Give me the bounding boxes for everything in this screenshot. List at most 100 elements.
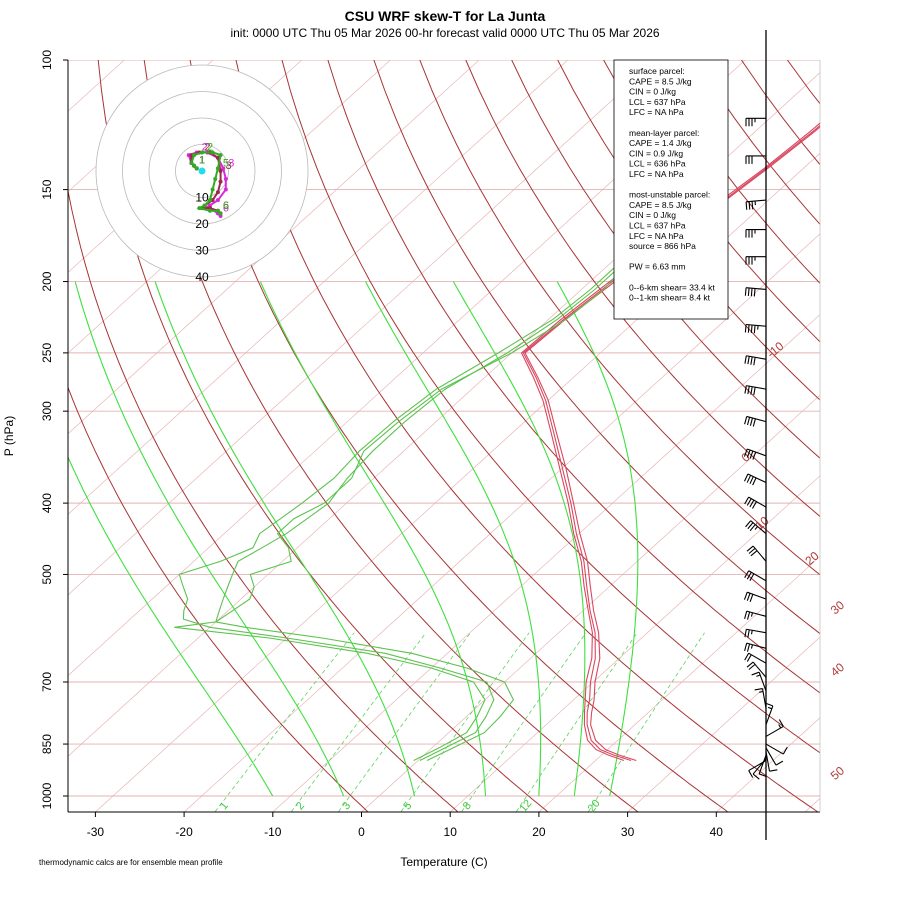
y-tick-label: 200 <box>40 271 54 291</box>
chart-title: CSU WRF skew-T for La Junta <box>345 8 546 24</box>
hodograph-point <box>215 190 220 195</box>
hodograph-point <box>210 187 215 192</box>
wind-barb-flag <box>758 773 767 778</box>
y-tick-label: 100 <box>40 50 54 70</box>
wind-barb-flag <box>747 356 750 365</box>
wind-barb-flag <box>746 571 752 580</box>
info-box-line: LCL = 636 hPa <box>629 159 686 169</box>
wind-barb-half-flag <box>756 674 761 677</box>
hodograph-ring-label: 20 <box>195 217 209 231</box>
wind-barb-half-flag <box>750 644 754 649</box>
wind-barb-flag <box>752 773 760 780</box>
dry-adiabat <box>373 60 820 635</box>
chart-subtitle: init: 0000 UTC Thu 05 Mar 2026 00-hr for… <box>230 26 659 40</box>
dry-adiabat <box>740 60 820 166</box>
wind-barb-flag <box>744 496 750 505</box>
hodograph-height-label: 2 <box>204 141 210 153</box>
wind-barb-flag <box>778 719 784 727</box>
wind-barb-flag <box>749 450 754 459</box>
hodograph-point <box>215 208 220 213</box>
isotherm-line <box>272 314 820 812</box>
y-tick-label: 250 <box>40 343 54 363</box>
dry-adiabat <box>235 60 818 812</box>
wind-barb-flag <box>746 611 751 620</box>
hodograph-height-label: 6 <box>223 202 229 214</box>
x-tick-label: 0 <box>358 825 365 839</box>
wind-barb <box>743 448 767 460</box>
x-tick-label: -10 <box>264 825 282 839</box>
storm-motion-marker <box>198 167 206 175</box>
info-box-line: source = 866 hPa <box>629 241 696 251</box>
wind-barb-flag <box>745 201 748 210</box>
wind-barb <box>744 385 767 396</box>
wind-barb-shaft <box>746 355 767 360</box>
wind-barb-flag <box>749 476 754 485</box>
mixing-ratio-line <box>400 632 530 812</box>
isotherm-line <box>538 555 820 812</box>
wind-barb-half-flag <box>759 690 764 693</box>
wind-barb <box>744 642 767 652</box>
wind-barb <box>744 496 767 509</box>
wind-barb-flag <box>750 386 753 395</box>
wind-barb <box>744 628 767 638</box>
isotherm-label: 50 <box>828 763 847 783</box>
dry-adiabat <box>419 60 820 576</box>
wind-barb-flag <box>769 769 778 772</box>
wind-barb-flag <box>743 448 748 457</box>
hodograph-point <box>210 150 215 155</box>
hodograph-point <box>218 211 223 216</box>
x-tick-label: -20 <box>175 825 193 839</box>
info-box-line: PW = 6.63 mm <box>629 262 685 272</box>
hodograph-point <box>218 153 223 158</box>
wind-barb <box>743 591 767 602</box>
dry-adiabat <box>97 60 548 812</box>
isotherm-line <box>449 475 820 812</box>
moist-adiabat <box>154 281 416 797</box>
y-tick-label: 700 <box>40 672 54 692</box>
wind-barb-flag <box>752 477 757 486</box>
wind-barb-shaft <box>746 415 767 423</box>
wind-barb <box>746 661 767 678</box>
wind-barb-half-flag <box>767 706 773 710</box>
wind-barb-flag <box>744 324 747 333</box>
wind-barb <box>754 688 767 709</box>
wind-barb-flag <box>744 611 748 620</box>
x-tick-label: 10 <box>444 825 458 839</box>
hodograph-height-label: 2 <box>207 141 213 153</box>
hodograph-height-label: 1 <box>199 155 205 167</box>
wind-barb <box>751 671 767 692</box>
hodograph-point <box>213 176 218 181</box>
info-box-line: LFC = NA hPa <box>629 169 684 179</box>
wind-barb-flag <box>751 201 754 210</box>
wind-barb-half-flag <box>750 630 753 635</box>
hodograph-point <box>194 166 199 171</box>
wind-barb-shaft <box>747 448 767 457</box>
hodograph-point <box>215 166 220 171</box>
wind-barb-flag <box>749 573 755 581</box>
isotherm-line <box>716 717 820 812</box>
y-tick-label: 300 <box>40 401 54 421</box>
wind-barb-flag <box>746 498 752 506</box>
wind-barb-shaft <box>748 496 767 508</box>
wind-barb <box>765 751 778 772</box>
wind-barb-flag <box>743 473 749 482</box>
wind-barb-flag <box>748 663 756 670</box>
hodograph-ring <box>148 117 256 225</box>
y-tick-label: 400 <box>40 493 54 513</box>
dry-adiabat <box>786 60 820 105</box>
wind-barb-flag <box>747 287 750 296</box>
wind-barb <box>745 520 767 535</box>
x-tick-label: -30 <box>87 825 105 839</box>
wind-barb-flag <box>752 451 757 460</box>
footnote: thermodynamic calcs are for ensemble mea… <box>39 858 223 867</box>
wind-barb-flag <box>744 287 747 296</box>
wind-barb <box>744 415 767 427</box>
hodograph-point <box>192 163 197 168</box>
mixing-ratio-label: 2 <box>294 800 307 812</box>
wind-barb-flag <box>744 642 748 652</box>
